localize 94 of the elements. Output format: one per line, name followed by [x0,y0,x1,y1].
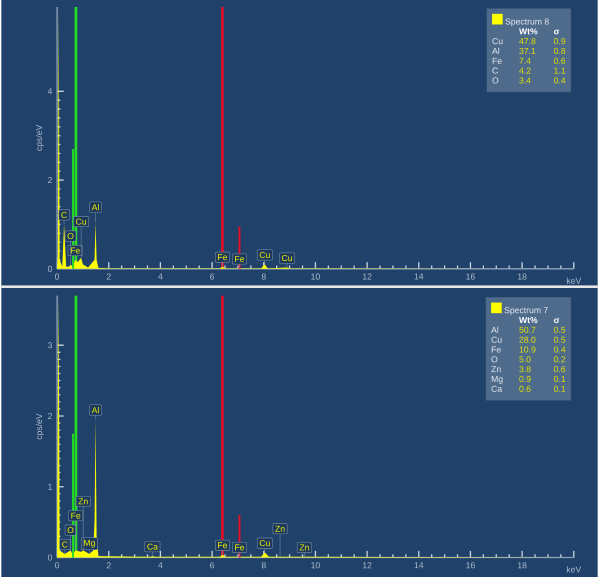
annotation: Fe [71,512,80,519]
annotation: Mg [492,376,503,384]
x-tick-label: 0 [55,562,60,568]
annotation: Zn [300,544,309,550]
annotation: σ [554,318,560,323]
annotation: Al [492,47,500,54]
x-tick-label: 10 [311,562,320,568]
y-tick-label: 3 [48,342,52,348]
x-tick-label: 4 [158,273,163,280]
annotation: 0.9 [554,38,566,44]
annotation: 0.8 [554,48,566,54]
y-tick-label: 4 [48,88,52,94]
annotation: 0.9 [519,376,531,382]
y-tick-label: 0 [48,266,52,272]
annotation: O [492,356,498,362]
annotation: Cu [260,252,270,258]
annotation: 0.2 [554,356,566,362]
annotation: 37.1 [519,48,536,54]
annotation: Cu [260,540,270,546]
annotation: Cu [282,254,292,261]
x-tick-label: 8 [262,273,266,280]
annotation: Fe [235,256,244,262]
annotation: Zn [491,366,501,372]
x-tick-label: 4 [158,562,163,568]
legend-label: Spectrum 7 [504,306,548,315]
annotation: 0.4 [554,346,566,352]
annotation: Fe [218,254,228,260]
x-tick-label: 14 [414,562,424,568]
annotation: 50.7 [519,326,536,333]
y-tick-label: 2 [48,412,52,419]
annotation: 28.0 [519,336,536,343]
annotation: 47.8 [519,38,536,44]
annotation: 1.1 [554,67,566,74]
annotation: 10.9 [520,346,536,352]
annotation: Cu [76,218,86,224]
annotation: 4.2 [519,67,531,74]
annotation: Wt% [519,28,538,34]
annotation: Zn [78,498,88,504]
x-tick-label: 10 [311,273,320,280]
y-tick-label: 1 [48,484,52,490]
annotation: Fe [492,58,502,64]
annotation: 0.1 [554,386,566,392]
y-axis-title: cps/eV [36,124,44,150]
annotation: 3.8 [519,366,531,372]
x-tick-label: 18 [518,273,527,280]
annotation: Al [491,326,498,333]
annotation: C [61,212,67,218]
annotation: C [62,541,68,548]
annotation: Fe [235,544,244,550]
y-axis-title: cps/eV [36,413,44,440]
annotation: 0.5 [554,326,566,333]
x-tick-label: 2 [106,562,111,568]
x-tick-label: 0 [55,273,60,280]
annotation: O [68,232,74,239]
annotation: Fe [218,542,228,548]
x-tick-label: 18 [518,562,527,568]
annotation: 3.4 [519,77,531,84]
x-tick-label: 16 [466,562,475,568]
x-axis-title: keV [566,566,582,572]
annotation: Cu [492,38,503,44]
x-tick-label: 6 [210,273,214,280]
annotation: 0.1 [554,376,566,382]
annotation: Al [92,406,99,413]
annotation: Ca [492,386,502,392]
x-tick-label: 12 [362,562,372,568]
x-tick-label: 2 [106,273,111,280]
annotation: Al [92,204,99,210]
annotation: Fe [492,346,501,352]
annotation: σ [554,30,560,34]
annotation: Mg [84,540,95,548]
x-tick-label: 12 [362,273,372,280]
legend-label: Spectrum 8 [505,18,549,26]
annotation: 0.6 [519,386,531,392]
annotation: Fe [70,247,80,254]
y-tick-label: 0 [48,554,52,560]
annotation: 0.6 [554,58,566,64]
x-tick-label: 8 [262,562,266,568]
annotation: O [68,526,74,533]
x-axis-title: keV [566,277,582,284]
annotation: 0.5 [554,336,566,343]
annotation: Cu [492,336,502,343]
x-tick-label: 14 [414,273,424,280]
annotation: O [492,77,498,84]
x-tick-label: 6 [210,562,214,568]
annotation: 7.4 [519,58,531,64]
annotation: 0.6 [554,366,566,372]
annotation: C [492,67,498,74]
annotation: Wt% [519,316,538,323]
x-tick-label: 16 [466,273,475,280]
annotation: Zn [275,526,285,532]
y-tick-label: 2 [48,176,52,183]
annotation: 0.4 [554,77,566,84]
annotation: 5.0 [519,356,531,362]
annotation: Ca [147,543,158,550]
